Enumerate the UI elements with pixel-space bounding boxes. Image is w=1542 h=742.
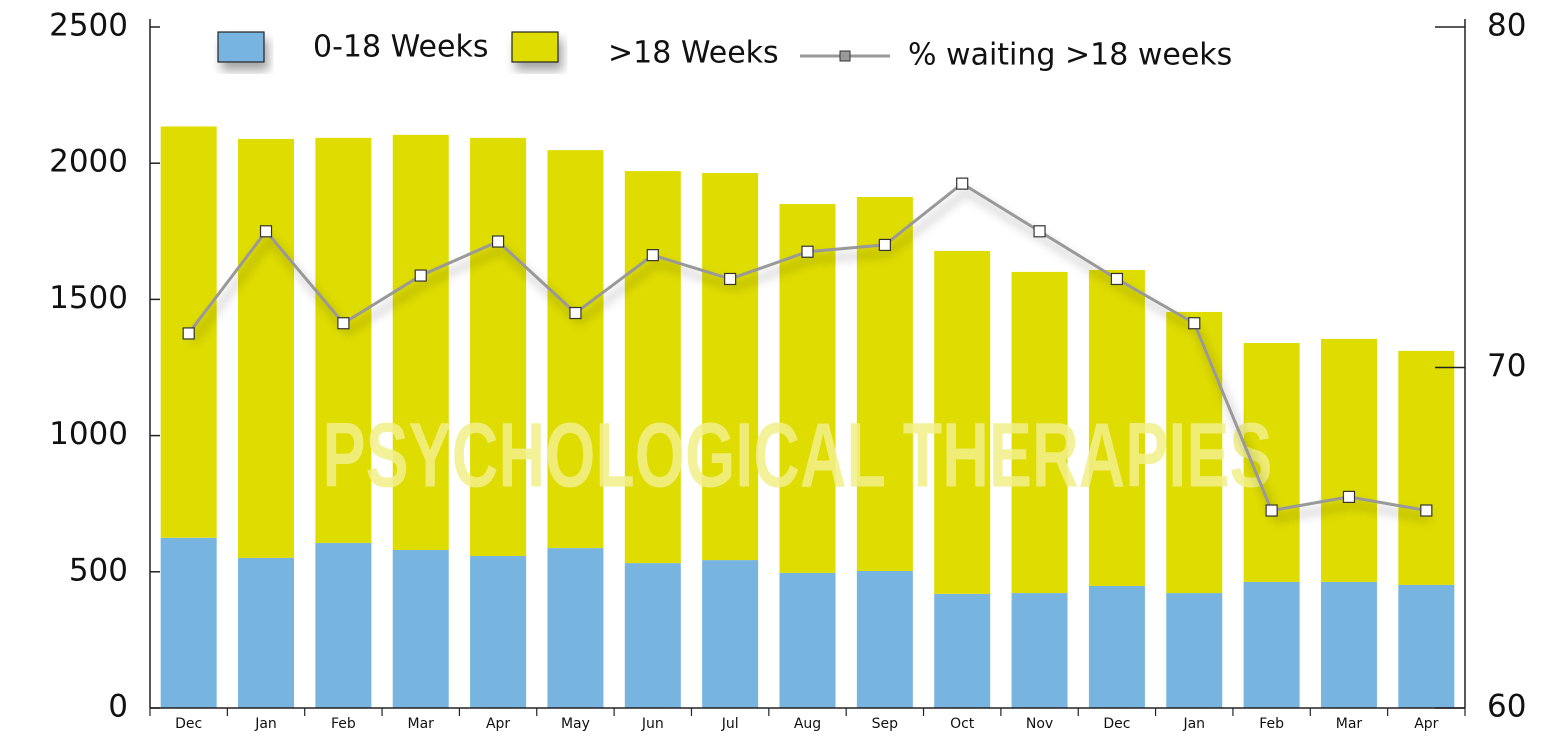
y2-tick-label: 60	[1487, 689, 1526, 725]
line-marker	[1188, 317, 1201, 330]
bar	[1243, 581, 1300, 708]
bar	[315, 542, 372, 708]
bar	[624, 563, 681, 708]
x-tick-label: Jul	[721, 716, 739, 732]
y-tick-label: 2500	[49, 8, 128, 44]
legend-swatch	[511, 31, 559, 63]
bar	[470, 137, 527, 557]
line-marker	[878, 238, 891, 252]
bar	[547, 150, 604, 549]
bar	[1011, 271, 1068, 594]
bar	[1398, 350, 1455, 585]
bar	[779, 204, 836, 573]
bar	[779, 572, 836, 708]
legend-label: % waiting >18 weeks	[908, 38, 1232, 73]
line-marker	[491, 235, 505, 248]
y-tick-label: 1500	[49, 280, 128, 316]
bar	[392, 550, 449, 708]
bar	[702, 173, 759, 561]
x-tick-label: Dec	[1103, 716, 1130, 732]
y2-tick-label: 80	[1487, 8, 1526, 44]
x-tick-label: May	[561, 716, 590, 732]
line-marker	[1033, 225, 1046, 238]
bar	[624, 171, 681, 564]
bar	[1398, 584, 1455, 708]
bar	[856, 570, 913, 708]
x-tick-label: Feb	[331, 716, 356, 732]
watermark: PSYCHOLOGICAL THERAPIES	[323, 404, 1273, 506]
x-tick-label: Apr	[1414, 716, 1438, 732]
line-marker	[414, 269, 427, 282]
y-tick-label: 1000	[49, 416, 128, 452]
bar	[238, 557, 295, 708]
y-tick-label: 500	[69, 552, 128, 588]
bar	[1088, 269, 1145, 586]
line-marker	[724, 272, 737, 286]
x-tick-label: Jan	[1182, 716, 1205, 732]
line-marker	[646, 249, 659, 262]
x-tick-label: Oct	[950, 716, 975, 732]
bar	[470, 556, 527, 708]
bar	[702, 560, 759, 708]
bar	[934, 250, 991, 594]
line-marker	[1110, 272, 1124, 286]
x-tick-label: Apr	[486, 716, 510, 732]
bar	[547, 548, 604, 708]
bar	[315, 137, 372, 543]
bar	[238, 138, 295, 558]
line-marker	[1420, 504, 1433, 517]
x-tick-label: Aug	[794, 716, 821, 732]
line-marker	[801, 245, 814, 258]
line-marker	[182, 327, 195, 340]
y-tick-label: 0	[108, 689, 128, 725]
legend-marker	[839, 50, 851, 62]
y2-tick-label: 70	[1487, 348, 1526, 384]
bar	[1088, 585, 1145, 708]
x-tick-label: Dec	[175, 716, 202, 732]
line-marker	[569, 306, 582, 320]
legend-label: 0-18 Weeks	[313, 30, 488, 65]
x-tick-label: Mar	[1336, 716, 1363, 732]
line-marker	[1265, 504, 1278, 517]
line-marker	[337, 317, 350, 330]
bar	[1166, 593, 1223, 708]
bar	[1320, 581, 1377, 708]
line-marker	[259, 225, 273, 238]
bar	[1320, 338, 1377, 582]
bar	[160, 537, 217, 708]
x-tick-label: Jan	[254, 716, 277, 732]
line-marker	[1342, 490, 1356, 503]
bar	[392, 134, 449, 551]
line-marker	[956, 177, 969, 190]
legend-label: >18 Weeks	[608, 36, 779, 71]
bar	[1011, 593, 1068, 708]
x-tick-label: Mar	[408, 716, 435, 732]
y-tick-label: 2000	[49, 144, 128, 180]
x-tick-label: Feb	[1259, 716, 1284, 732]
bar	[856, 196, 913, 571]
bar	[1166, 311, 1223, 594]
legend-swatch	[217, 31, 265, 63]
x-tick-label: Jun	[641, 716, 664, 732]
bar	[934, 593, 991, 708]
x-tick-label: Nov	[1026, 716, 1053, 732]
x-tick-label: Sep	[872, 716, 899, 732]
